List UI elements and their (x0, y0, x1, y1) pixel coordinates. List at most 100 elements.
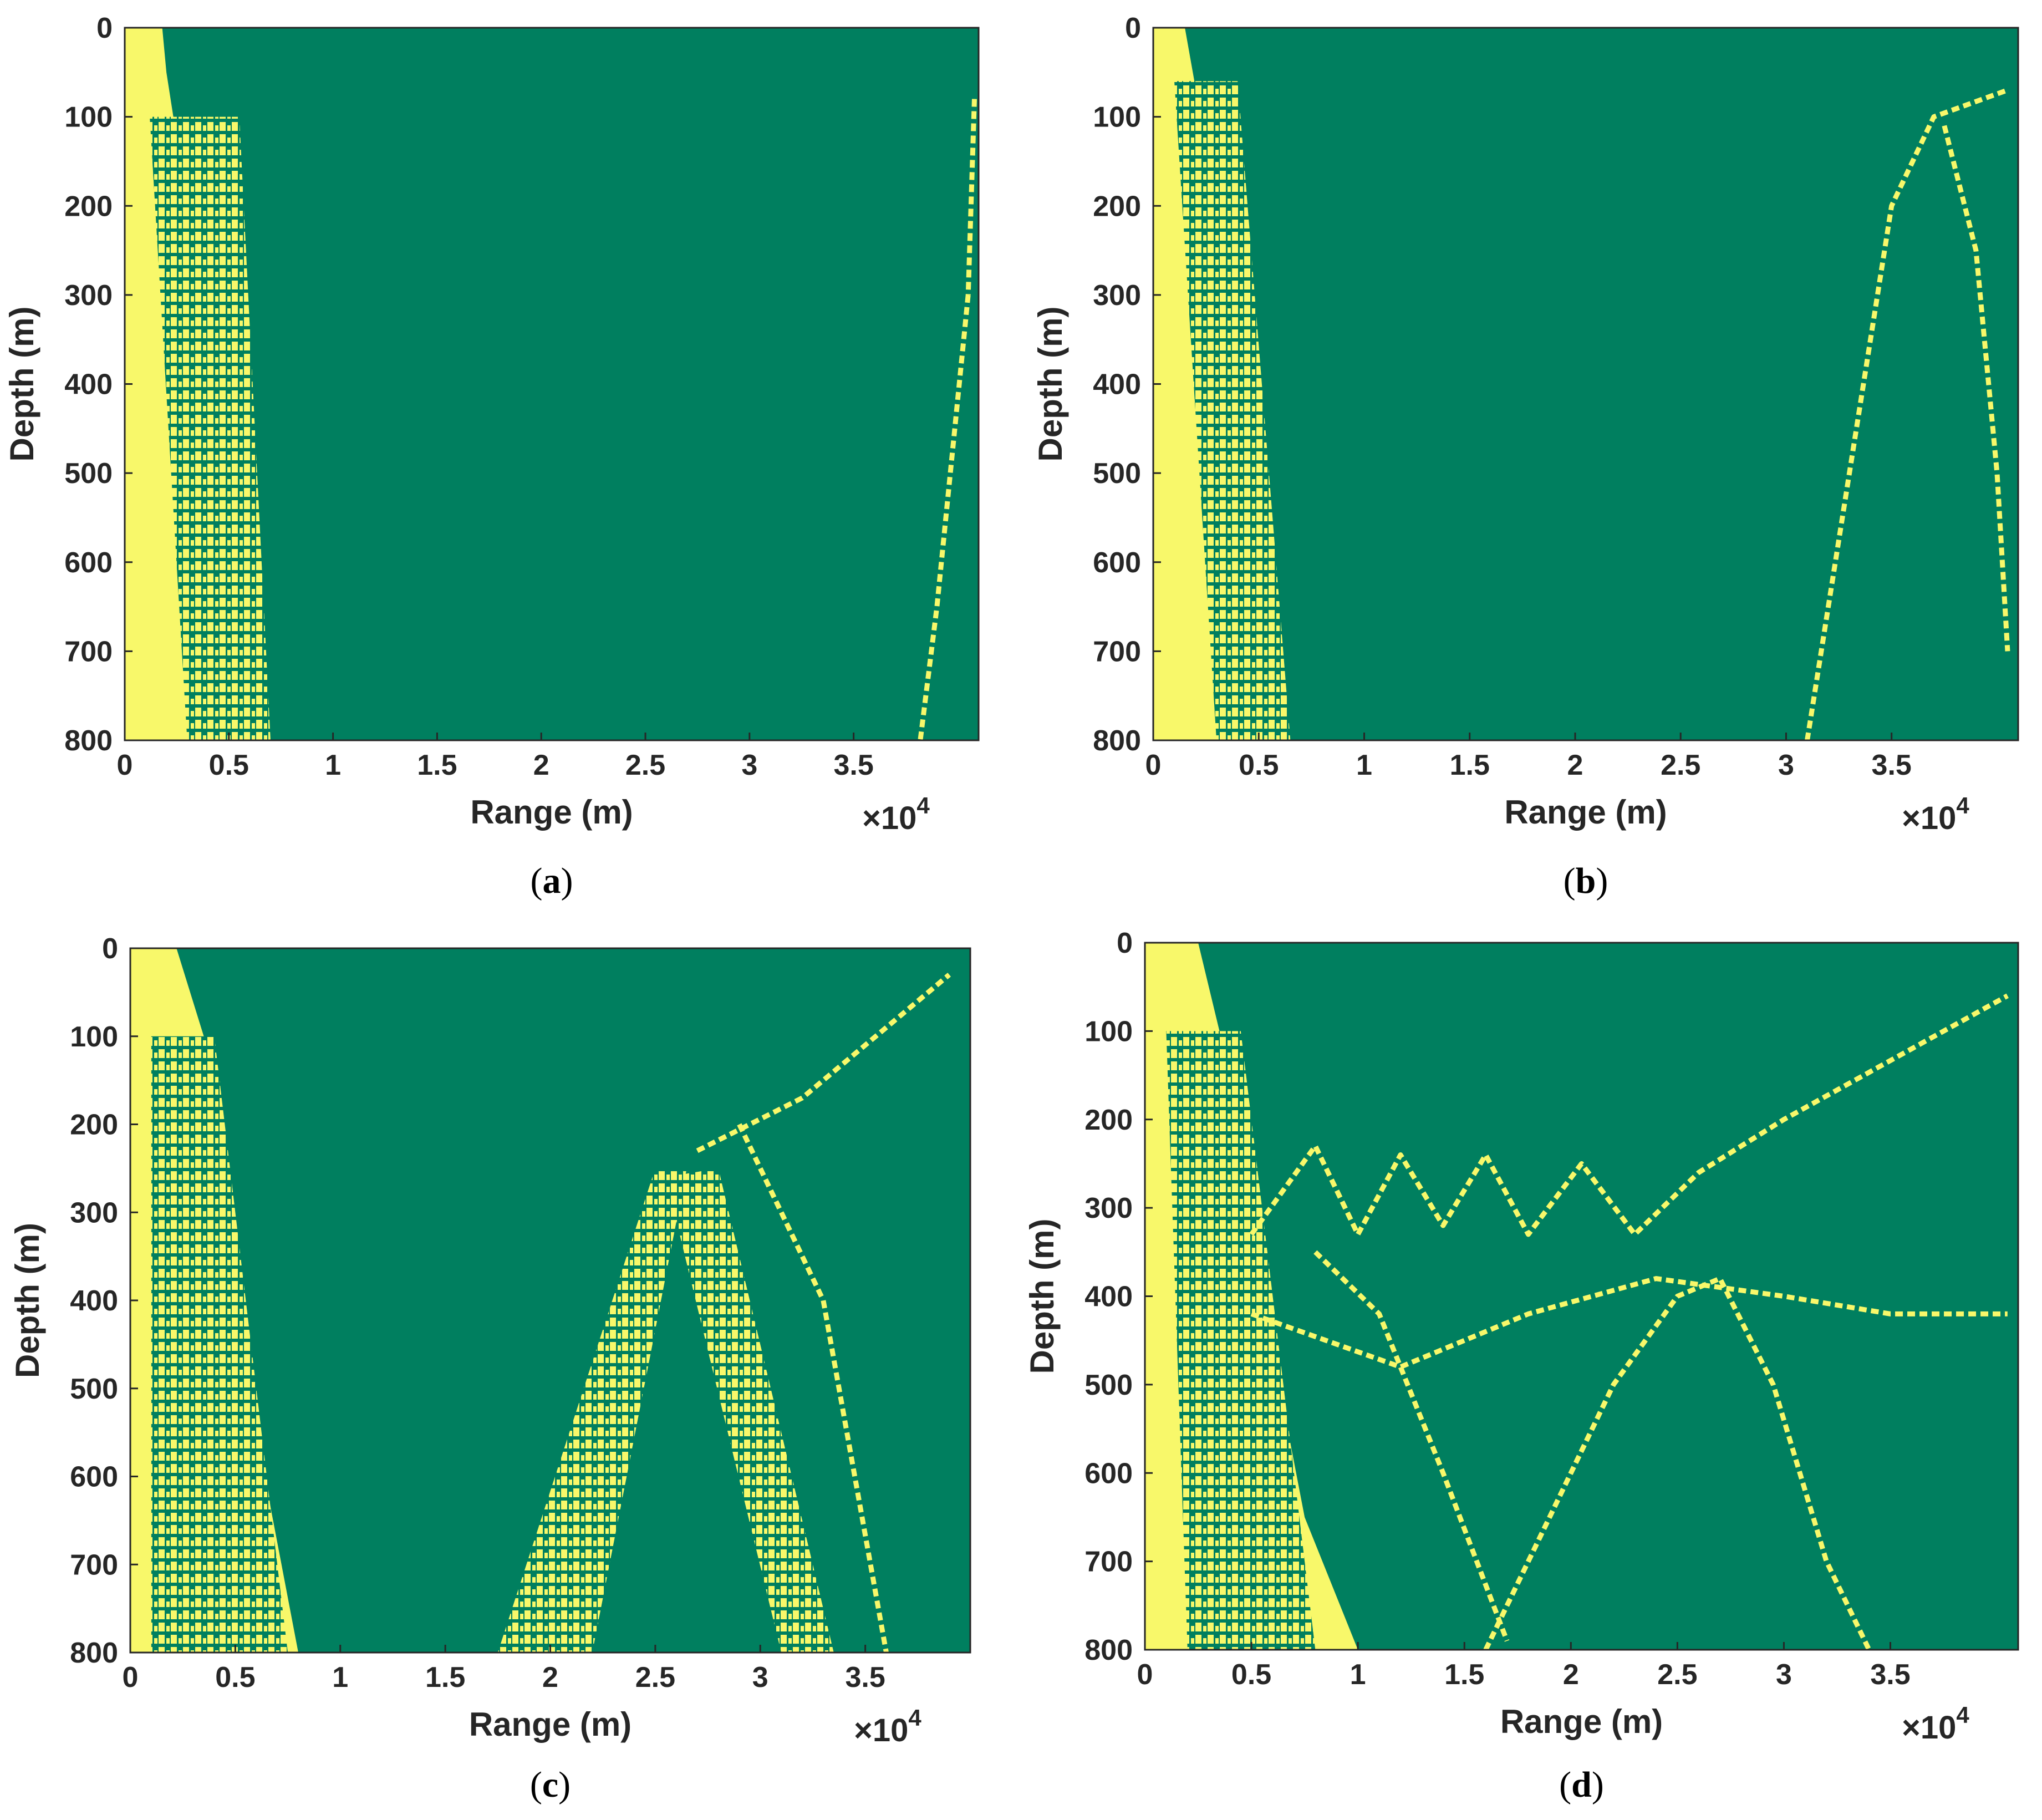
x-exponent-label: ×104 (862, 792, 930, 836)
x-tick-label: 2.5 (625, 749, 665, 781)
y-tick-label: 600 (1084, 1457, 1133, 1489)
x-tick-label: 0 (1145, 749, 1162, 781)
panel-a: 0 0.5 1 1.5 2 2.5 3 3.5 0 100 200 300 400 500 600 700 80… (3, 12, 980, 901)
y-tick-label: 700 (70, 1549, 118, 1581)
x-tick-label: 1 (332, 1661, 348, 1694)
y-axis-label: Depth (m) (3, 307, 40, 462)
x-tick-label: 3.5 (833, 749, 873, 781)
panel-label: (d) (1559, 1765, 1604, 1805)
yellow-front-line (737, 1123, 889, 1653)
y-tick-label: 200 (64, 190, 113, 222)
x-tick-label: 3.5 (845, 1661, 885, 1694)
y-tick-label: 300 (1084, 1192, 1133, 1224)
x-tick-label: 0 (1137, 1659, 1153, 1691)
yellow-front-line (1250, 1276, 2008, 1370)
panel-d: 0 0.5 1 1.5 2 2.5 3 3.5 0 100 200 300 400 500 600 700 80… (1023, 927, 2019, 1805)
panel-label: (a) (531, 861, 573, 901)
y-tick-label: 0 (96, 12, 113, 44)
y-tick-label: 200 (70, 1109, 118, 1141)
y-tick-label: 800 (1093, 725, 1141, 757)
y-tick-label: 500 (64, 457, 113, 490)
yellow-region (1166, 1031, 1316, 1650)
y-tick-label: 0 (1125, 12, 1141, 44)
plot-area (125, 28, 979, 740)
y-tick-label: 800 (70, 1637, 118, 1669)
y-tick-label: 800 (64, 725, 113, 757)
yellow-front-line (1805, 88, 2009, 740)
x-tick-label: 1.5 (417, 749, 457, 781)
x-tick-label: 1 (325, 749, 341, 781)
x-tick-label: 3.5 (1870, 1659, 1910, 1691)
y-tick-label: 400 (1084, 1281, 1133, 1313)
yellow-region (497, 1168, 687, 1653)
x-tick-label: 0 (123, 1661, 139, 1694)
x-tick-label: 0.5 (209, 749, 249, 781)
panel-c: 0 0.5 1 1.5 2 2.5 3 3.5 0 100 200 300 400 500 600 700 80… (9, 933, 971, 1805)
yellow-front-line (1483, 1276, 1872, 1650)
y-tick-label: 300 (64, 279, 113, 312)
x-tick-label: 0.5 (1231, 1659, 1271, 1691)
y-tick-label: 700 (64, 636, 113, 668)
x-exponent-label: ×104 (1902, 1702, 1969, 1746)
x-exponent-label: ×104 (854, 1705, 921, 1748)
panel-b: 0 0.5 1 1.5 2 2.5 3 3.5 0 100 200 300 400 500 600 700 80… (1032, 12, 2019, 901)
y-tick-label: 300 (70, 1197, 118, 1229)
y-tick-label: 800 (1084, 1634, 1133, 1666)
yellow-front-line (696, 973, 951, 1153)
x-tick-label: 2.5 (1657, 1659, 1697, 1691)
x-axis-label: Range (m) (469, 1706, 632, 1743)
x-tick-label: 0 (117, 749, 133, 781)
x-tick-label: 0.5 (215, 1661, 255, 1694)
panel-label: (b) (1564, 861, 1608, 901)
y-tick-label: 0 (102, 933, 118, 965)
x-tick-label: 1.5 (1450, 749, 1490, 781)
x-tick-label: 2.5 (1661, 749, 1700, 781)
y-tick-label: 500 (1084, 1369, 1133, 1401)
yellow-front-line (1249, 993, 2009, 1237)
y-axis-label: Depth (m) (9, 1223, 46, 1378)
y-tick-label: 600 (1093, 547, 1141, 579)
yellow-region (1174, 81, 1291, 740)
y-tick-label: 400 (64, 369, 113, 401)
x-tick-label: 2 (1567, 749, 1583, 781)
x-exponent-label: ×104 (1902, 792, 1969, 836)
x-tick-label: 1.5 (1444, 1659, 1484, 1691)
y-tick-label: 400 (1093, 369, 1141, 401)
x-tick-label: 1 (1356, 749, 1372, 781)
y-tick-label: 100 (1093, 101, 1141, 134)
y-tick-label: 500 (70, 1373, 118, 1405)
x-tick-label: 3 (1778, 749, 1794, 781)
x-tick-label: 2 (542, 1661, 558, 1694)
yellow-region (665, 1168, 834, 1653)
x-tick-label: 3 (1776, 1659, 1792, 1691)
x-tick-label: 2 (533, 749, 549, 781)
yellow-region (151, 1036, 288, 1653)
x-tick-label: 3.5 (1872, 749, 1912, 781)
y-tick-label: 200 (1084, 1104, 1133, 1136)
y-tick-label: 700 (1093, 636, 1141, 668)
y-axis-label: Depth (m) (1023, 1219, 1061, 1374)
yellow-front-line (1313, 1250, 1510, 1642)
y-tick-label: 400 (70, 1285, 118, 1317)
x-axis-label: Range (m) (470, 794, 633, 831)
y-tick-label: 0 (1117, 927, 1133, 959)
x-tick-label: 0.5 (1239, 749, 1279, 781)
yellow-front-line (918, 294, 971, 740)
panel-label: (c) (530, 1765, 571, 1805)
x-tick-label: 2 (1563, 1659, 1579, 1691)
yellow-region (150, 116, 271, 740)
y-axis-label: Depth (m) (1032, 307, 1069, 462)
x-axis-label: Range (m) (1504, 794, 1667, 831)
y-tick-label: 300 (1093, 279, 1141, 312)
x-tick-label: 1.5 (425, 1661, 465, 1694)
y-tick-label: 700 (1084, 1546, 1133, 1578)
y-tick-label: 100 (64, 101, 113, 134)
y-tick-label: 200 (1093, 190, 1141, 222)
yellow-front-line (965, 99, 977, 296)
x-tick-label: 1 (1350, 1659, 1366, 1691)
x-axis-label: Range (m) (1500, 1703, 1663, 1740)
x-tick-label: 3 (741, 749, 757, 781)
y-tick-label: 600 (70, 1461, 118, 1493)
x-tick-label: 3 (752, 1661, 768, 1694)
